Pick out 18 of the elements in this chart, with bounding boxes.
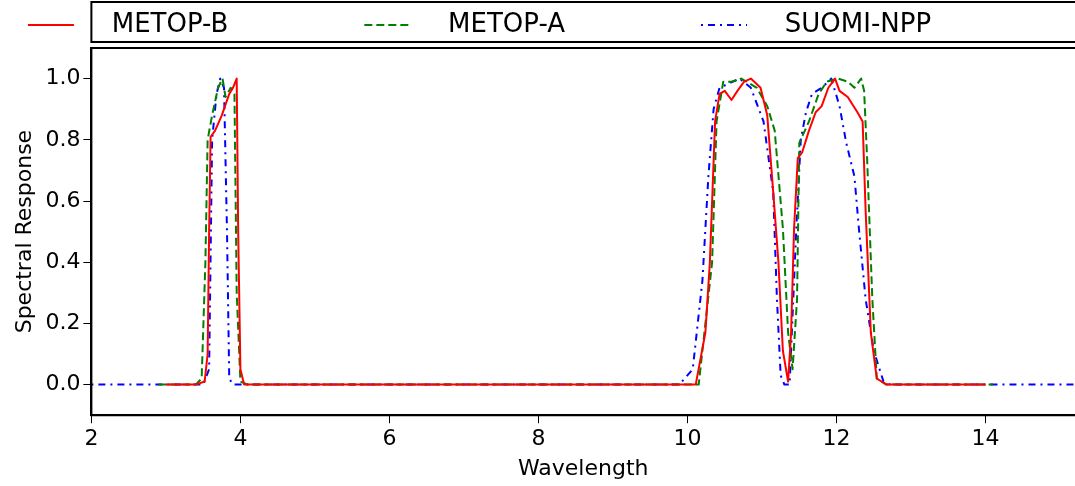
x-tick-label: 2	[84, 425, 99, 451]
x-tick-label: 14	[971, 425, 1000, 451]
x-tick-label: 4	[233, 425, 248, 451]
legend-label: METOP-A	[423, 7, 690, 38]
y-tick-label: 0.4	[45, 247, 81, 273]
legend-label: SUOMI-NPP	[760, 7, 1056, 38]
y-tick-label: 1.0	[45, 64, 81, 90]
x-tick-label: 10	[673, 425, 702, 451]
x-tick-label: 6	[382, 425, 397, 451]
y-tick-label: 0.0	[45, 370, 81, 396]
x-tick-label: 12	[822, 425, 851, 451]
y-tick-label: 0.6	[45, 186, 81, 212]
y-axis-title: Spectral Response	[10, 129, 36, 334]
y-tick-label: 0.8	[45, 125, 81, 151]
y-tick-label: 0.2	[45, 309, 81, 335]
legend-label: METOP-B	[86, 7, 353, 38]
x-axis-title: Wavelength	[517, 454, 649, 480]
x-tick-label: 8	[531, 425, 546, 451]
